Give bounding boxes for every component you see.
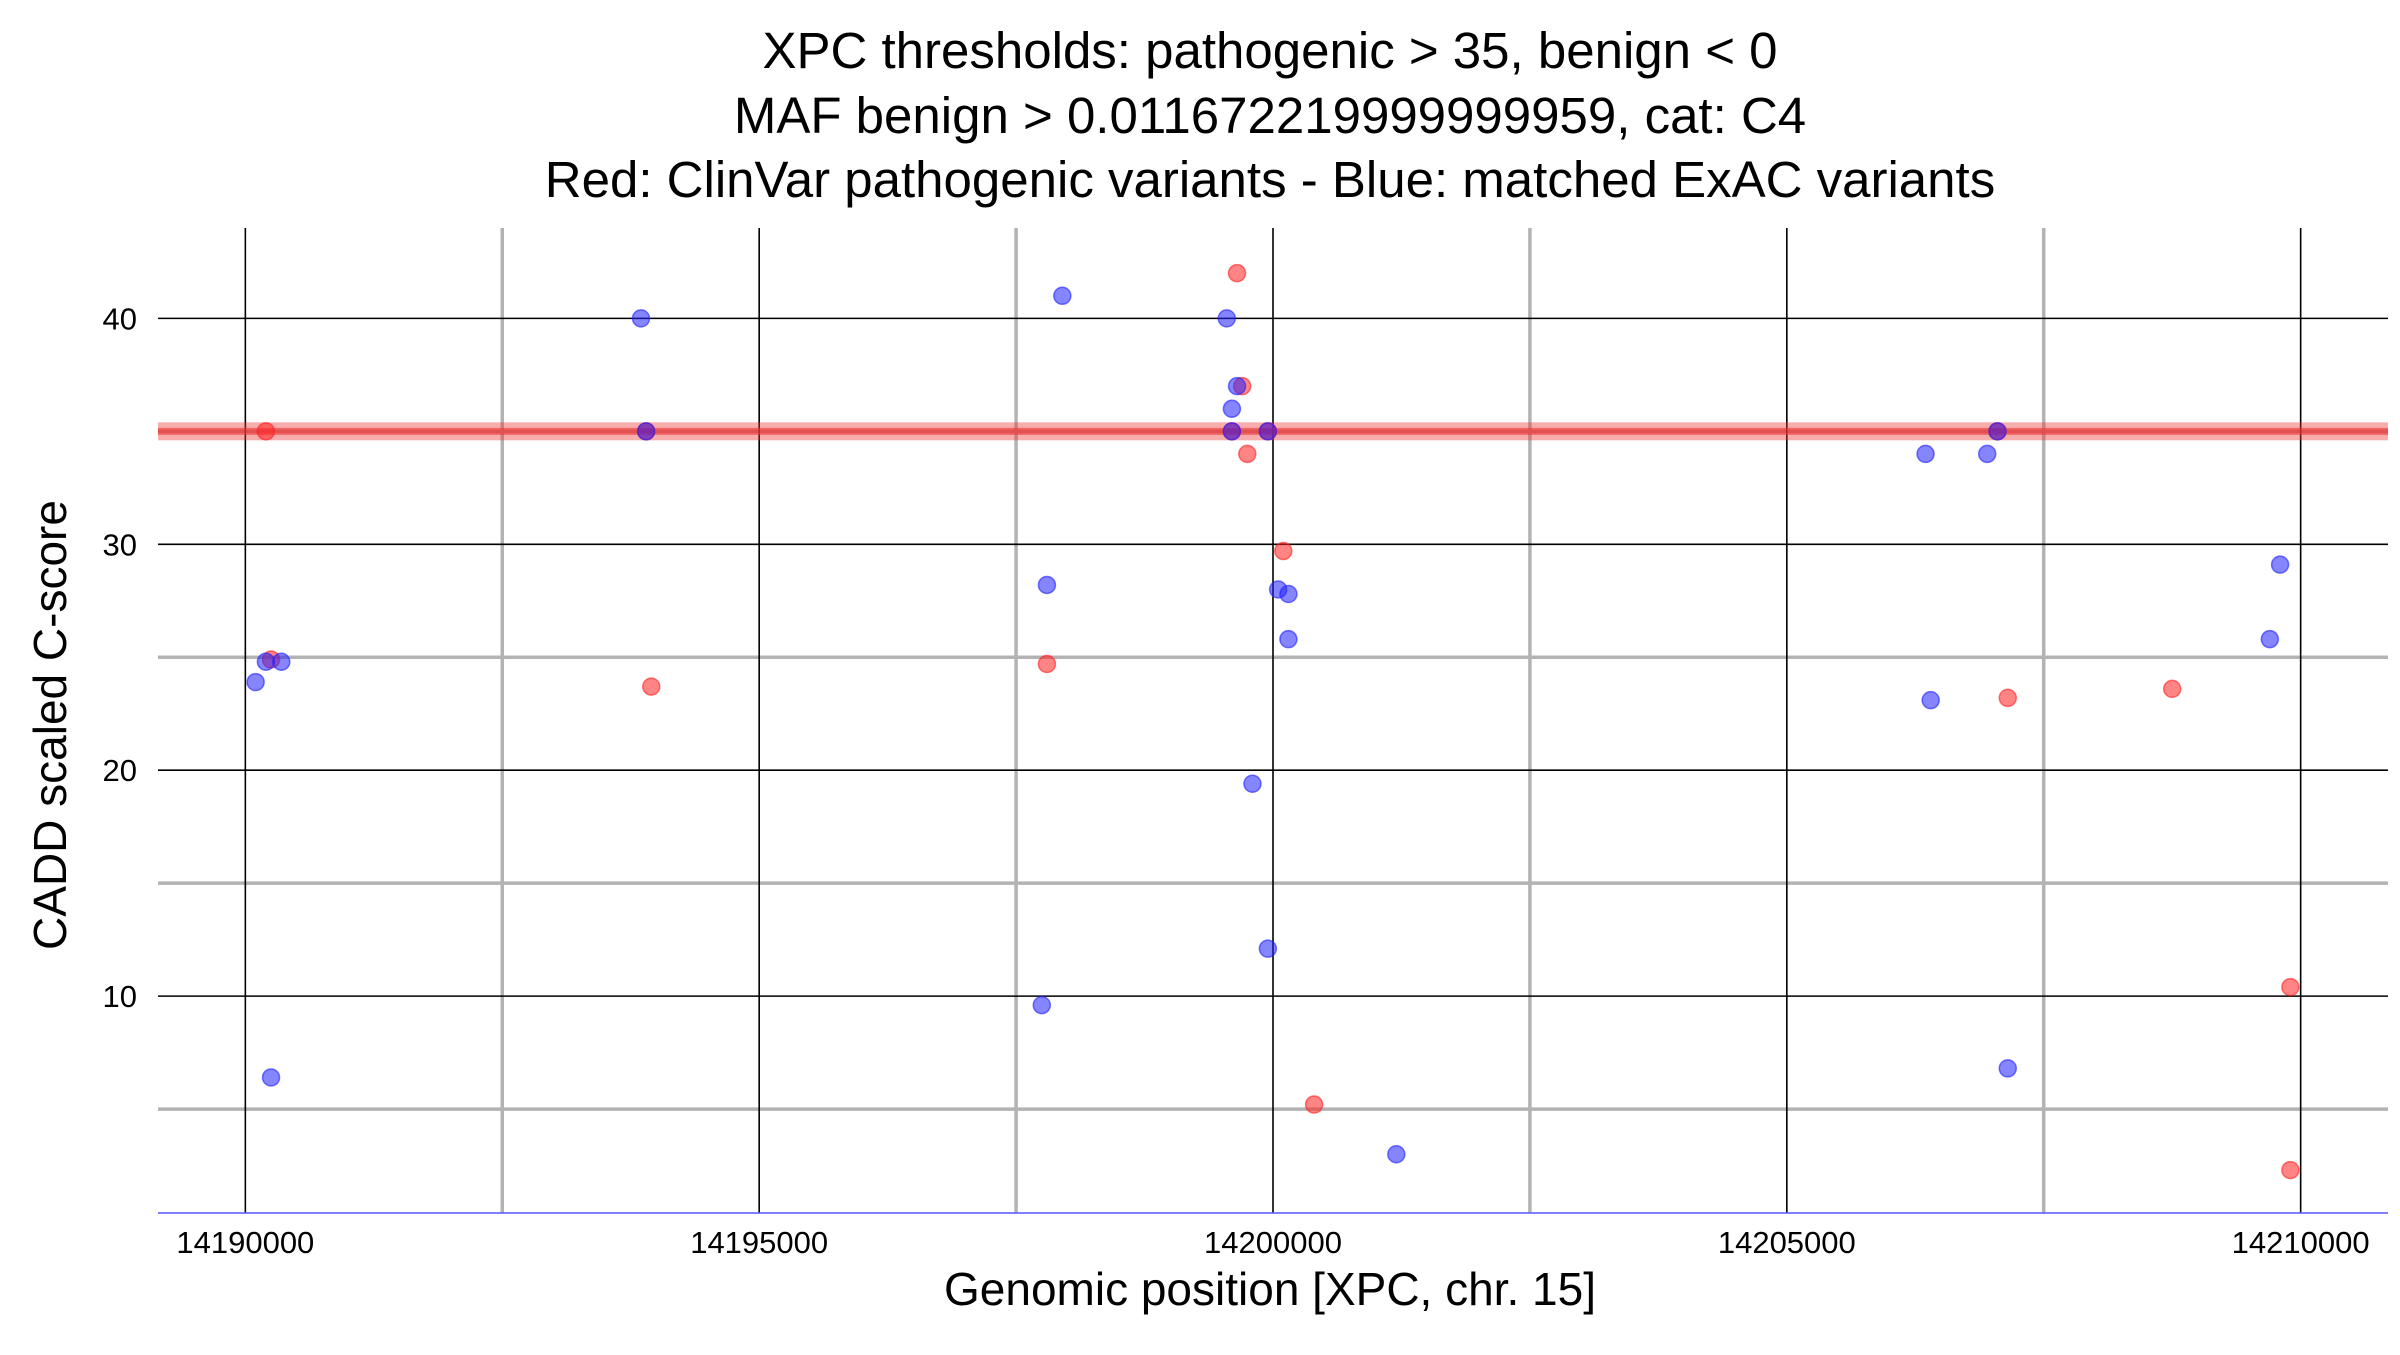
exac-point-23 xyxy=(1921,690,1940,710)
x-axis-title: Genomic position [XPC, chr. 15] xyxy=(944,1263,1596,1315)
y-tick-label-3: 40 xyxy=(103,301,137,336)
x-tick-labels: 14190000 14195000 14200000 14205000 14210000 xyxy=(176,1225,2369,1260)
clinvar-point-15 xyxy=(2281,977,2300,997)
y-axis-title: CADD scaled C-score xyxy=(24,500,76,950)
exac-point-3 xyxy=(261,1068,281,1087)
clinvar-point-13 xyxy=(1998,688,2018,708)
clinvar-point-3 xyxy=(642,677,661,696)
clinvar-point-5 xyxy=(1227,263,1247,283)
exac-point-20 xyxy=(1916,444,1935,464)
exac-point-19 xyxy=(1387,1145,1406,1164)
data-points xyxy=(246,263,2300,1180)
exac-point-7 xyxy=(1037,575,1057,595)
y-tick-label-0: 10 xyxy=(103,979,137,1014)
clinvar-point-4 xyxy=(1037,654,1057,674)
exac-point-18 xyxy=(1258,939,1278,958)
exac-point-4 xyxy=(631,309,651,328)
exac-point-16 xyxy=(1279,629,1298,649)
exac-point-2 xyxy=(272,652,291,672)
exac-point-11 xyxy=(1222,399,1242,418)
exac-point-22 xyxy=(1988,422,2007,441)
exac-point-0 xyxy=(246,672,265,692)
exac-point-1 xyxy=(256,652,276,672)
exac-point-5 xyxy=(636,422,656,441)
exac-point-26 xyxy=(2260,629,2280,649)
exac-point-21 xyxy=(1977,444,1997,464)
y-tick-labels: 10 20 30 40 xyxy=(103,301,137,1014)
clinvar-point-0 xyxy=(256,422,276,441)
exac-point-9 xyxy=(1217,309,1237,328)
clinvar-point-11 xyxy=(1304,1095,1324,1114)
x-tick-label-2: 14200000 xyxy=(1204,1225,1342,1260)
x-tick-label-0: 14190000 xyxy=(176,1225,314,1260)
exac-point-13 xyxy=(1258,422,1278,441)
exac-point-17 xyxy=(1243,774,1262,794)
x-tick-label-3: 14205000 xyxy=(1718,1225,1856,1260)
exac-point-10 xyxy=(1227,376,1247,396)
clinvar-point-14 xyxy=(2162,679,2182,699)
chart-title-line-1: XPC thresholds: pathogenic > 35, benign … xyxy=(762,22,1777,79)
clinvar-point-10 xyxy=(1274,541,1293,561)
y-tick-label-1: 20 xyxy=(103,753,137,788)
major-gridlines xyxy=(158,228,2388,1213)
exac-point-8 xyxy=(1032,995,1052,1015)
chart-title-line-2: MAF benign > 0.011672219999999959, cat: … xyxy=(734,87,1806,144)
clinvar-point-16 xyxy=(2281,1160,2300,1180)
clinvar-point-8 xyxy=(1238,444,1257,464)
exac-point-25 xyxy=(2270,555,2290,574)
x-tick-label-1: 14195000 xyxy=(690,1225,828,1260)
x-tick-label-4: 14210000 xyxy=(2232,1225,2370,1260)
exac-point-12 xyxy=(1222,422,1242,441)
exac-point-15 xyxy=(1279,584,1298,604)
chart-title-line-3: Red: ClinVar pathogenic variants - Blue:… xyxy=(545,151,1995,208)
exac-point-6 xyxy=(1053,286,1072,306)
y-tick-label-2: 30 xyxy=(103,527,137,562)
exac-point-24 xyxy=(1998,1059,2018,1078)
